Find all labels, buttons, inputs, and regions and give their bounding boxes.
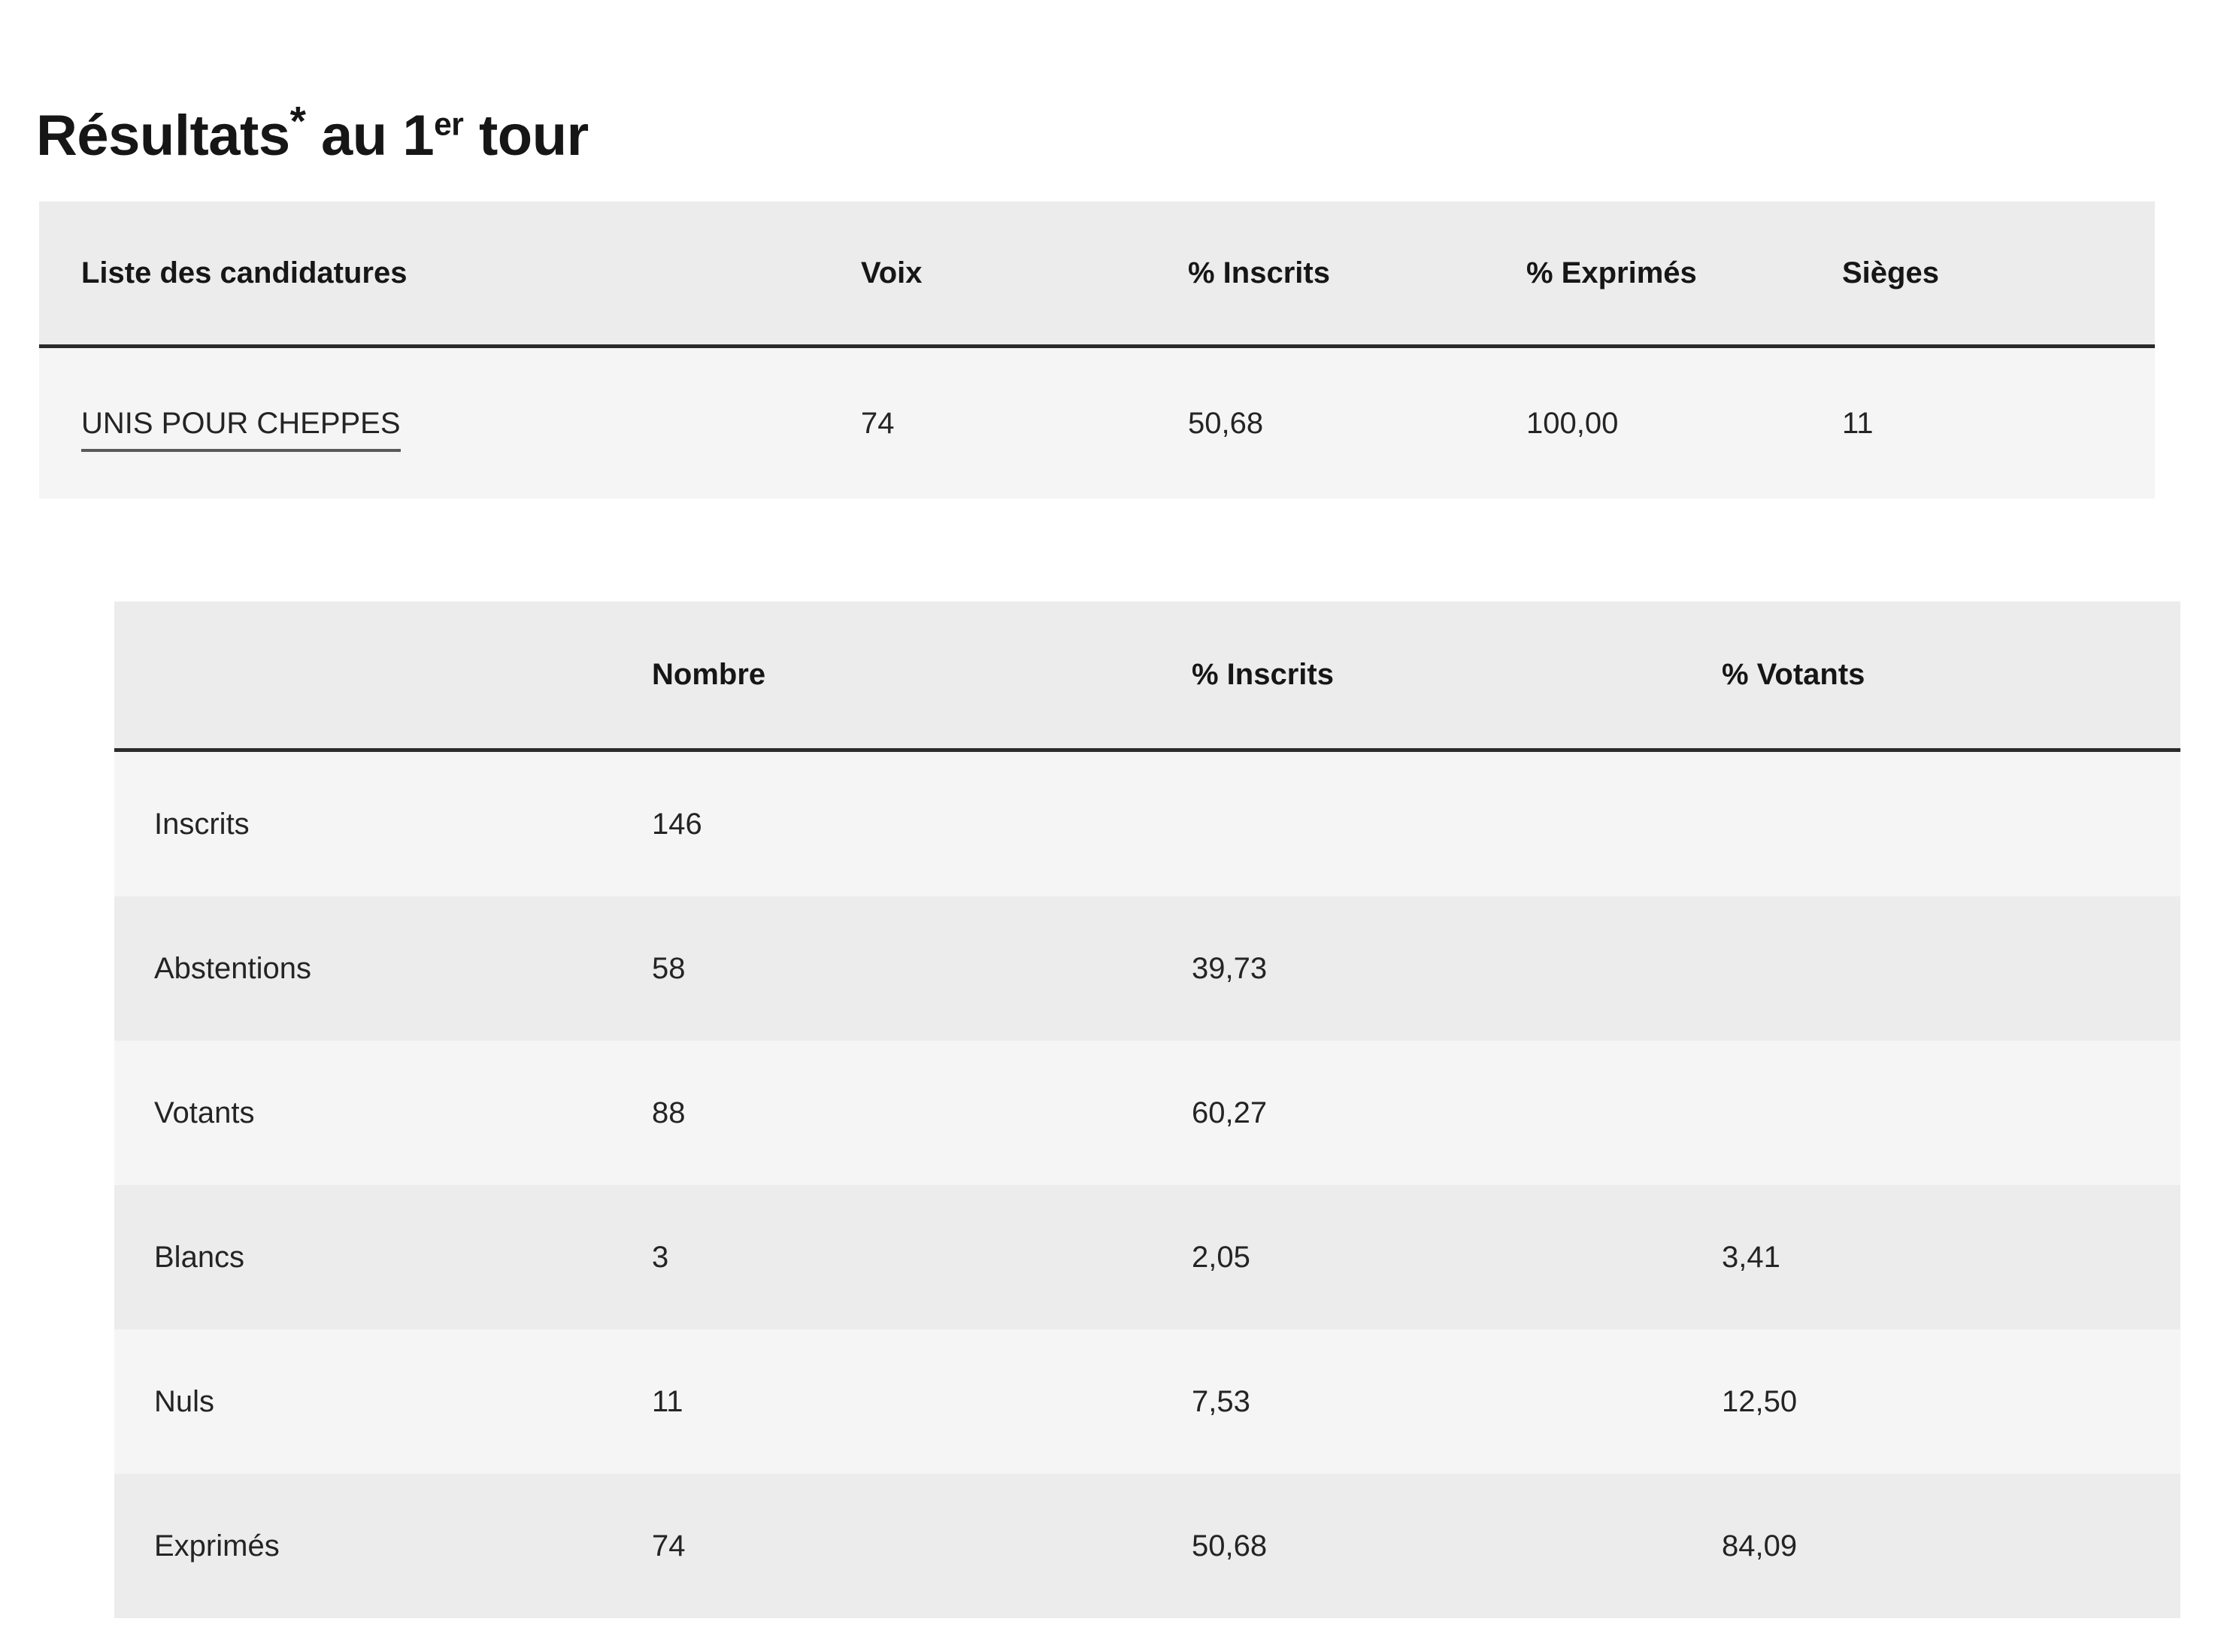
turnout-cell-label: Abstentions: [154, 951, 312, 985]
turnout-cell-pct-inscrits: 50,68: [1192, 1529, 1268, 1563]
turnout-cell-nombre: 11: [652, 1384, 683, 1418]
turnout-table-body: Inscrits 146 Abstentions 58 39,73 Votant…: [114, 750, 2180, 1618]
turnout-col-header-label: [114, 602, 652, 752]
page-title-main: Résultats: [36, 103, 290, 168]
page-title-ordinal-suffix: er: [434, 106, 464, 143]
page-title-asterisk: *: [289, 97, 306, 144]
table-row: Inscrits 146: [114, 750, 2180, 897]
results-table-body: UNIS POUR CHEPPES 74 50,68 100,00 11: [39, 346, 2155, 499]
table-row: UNIS POUR CHEPPES 74 50,68 100,00 11: [39, 346, 2155, 499]
turnout-cell-label: Nuls: [154, 1384, 215, 1418]
results-cell-sieges: 11: [1842, 406, 1874, 440]
table-row: Votants 88 60,27: [114, 1041, 2180, 1185]
turnout-col-header-nombre: Nombre: [652, 602, 1192, 752]
candidate-list-link[interactable]: UNIS POUR CHEPPES: [81, 406, 401, 452]
results-col-header-sieges: Sièges: [1842, 202, 2155, 348]
turnout-cell-label: Inscrits: [154, 807, 250, 841]
turnout-cell-label: Blancs: [154, 1240, 245, 1274]
turnout-cell-pct-votants: [1722, 896, 2180, 1041]
results-table-head: Liste des candidatures Voix % Inscrits %…: [39, 202, 2155, 348]
turnout-cell-nombre: 3: [652, 1240, 669, 1274]
results-col-header-pct-inscrits: % Inscrits: [1188, 202, 1526, 348]
results-col-header-pct-exprimes: % Exprimés: [1526, 202, 1842, 348]
turnout-cell-pct-votants: 12,50: [1722, 1384, 1798, 1418]
results-cell-voix: 74: [861, 406, 895, 440]
turnout-cell-pct-inscrits: [1192, 750, 1722, 897]
turnout-cell-pct-inscrits: 39,73: [1192, 951, 1268, 985]
turnout-table: Nombre % Inscrits % Votants Inscrits 146…: [114, 602, 2180, 1618]
turnout-cell-nombre: 146: [652, 807, 702, 841]
results-col-header-voix: Voix: [861, 202, 1188, 348]
turnout-cell-label: Votants: [154, 1096, 255, 1129]
turnout-cell-pct-votants: 84,09: [1722, 1529, 1798, 1563]
turnout-cell-pct-inscrits: 60,27: [1192, 1096, 1268, 1129]
table-row: Blancs 3 2,05 3,41: [114, 1185, 2180, 1329]
turnout-cell-pct-votants: 3,41: [1722, 1240, 1780, 1274]
results-cell-pct-exprimes: 100,00: [1526, 406, 1619, 440]
turnout-col-header-pct-votants: % Votants: [1722, 602, 2180, 752]
turnout-col-header-pct-inscrits: % Inscrits: [1192, 602, 1722, 752]
results-col-header-list: Liste des candidatures: [39, 202, 861, 348]
turnout-cell-pct-inscrits: 7,53: [1192, 1384, 1250, 1418]
turnout-table-head: Nombre % Inscrits % Votants: [114, 602, 2180, 752]
turnout-cell-pct-votants: [1722, 750, 2180, 897]
table-row: Nuls 11 7,53 12,50: [114, 1329, 2180, 1474]
page-title-end: tour: [463, 103, 589, 168]
table-row: Abstentions 58 39,73: [114, 896, 2180, 1041]
page-title: Résultats* au 1er tour: [36, 100, 589, 168]
results-table: Liste des candidatures Voix % Inscrits %…: [39, 202, 2155, 499]
turnout-cell-pct-votants: [1722, 1041, 2180, 1185]
results-cell-pct-inscrits: 50,68: [1188, 406, 1264, 440]
turnout-cell-label: Exprimés: [154, 1529, 280, 1563]
table-row: Exprimés 74 50,68 84,09: [114, 1474, 2180, 1618]
results-header-row: Liste des candidatures Voix % Inscrits %…: [39, 202, 2155, 348]
turnout-header-row: Nombre % Inscrits % Votants: [114, 602, 2180, 752]
turnout-cell-pct-inscrits: 2,05: [1192, 1240, 1250, 1274]
turnout-cell-nombre: 74: [652, 1529, 686, 1563]
turnout-cell-nombre: 88: [652, 1096, 686, 1129]
results-cell-list: UNIS POUR CHEPPES: [39, 347, 861, 499]
turnout-cell-nombre: 58: [652, 951, 686, 985]
page-title-middle: au 1: [305, 103, 435, 168]
